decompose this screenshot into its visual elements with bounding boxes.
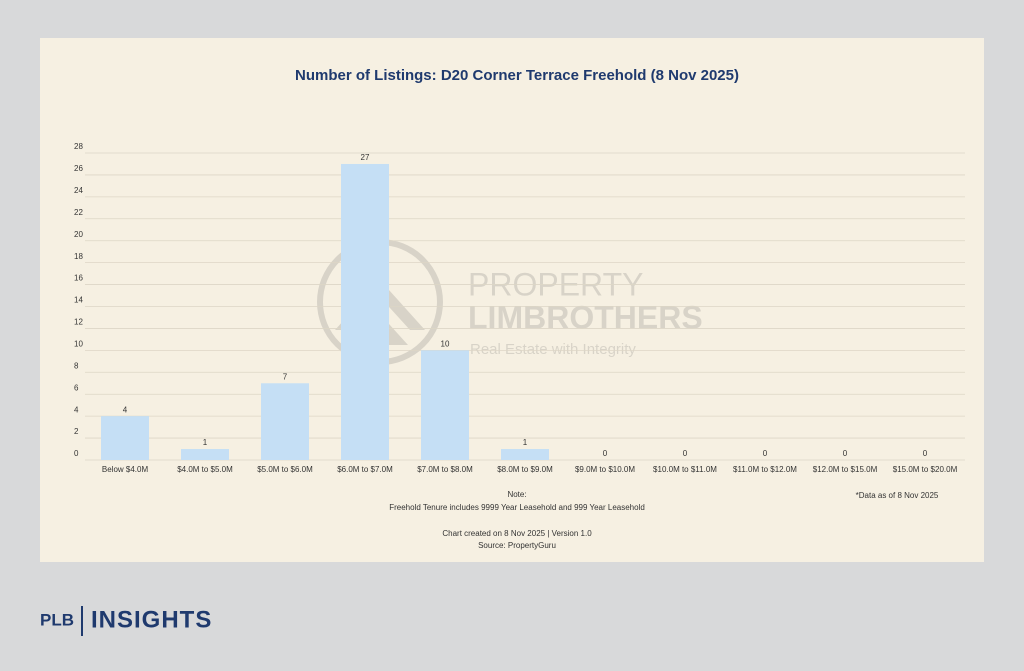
x-tick-label: $15.0M to $20.0M: [893, 465, 958, 474]
bar: [261, 383, 309, 460]
chart-title: Number of Listings: D20 Corner Terrace F…: [295, 67, 739, 84]
data-label: 27: [361, 153, 370, 162]
note-title: Note:: [507, 490, 526, 499]
data-label: 7: [283, 372, 288, 381]
x-tick-label: $7.0M to $8.0M: [417, 465, 473, 474]
bar: [501, 449, 549, 460]
y-tick-label: 22: [74, 208, 83, 217]
x-tick-label: $10.0M to $11.0M: [653, 465, 717, 474]
x-tick-label: Below $4.0M: [102, 465, 149, 474]
y-tick-label: 2: [74, 427, 79, 436]
data-label: 10: [441, 339, 450, 348]
data-label: 0: [683, 449, 688, 458]
y-tick-label: 8: [74, 361, 79, 370]
y-tick-label: 4: [74, 405, 79, 414]
footnote: *Data as of 8 Nov 2025: [856, 491, 939, 500]
data-label: 0: [763, 449, 768, 458]
data-label: 1: [203, 438, 208, 447]
y-tick-label: 6: [74, 383, 79, 392]
data-label: 0: [843, 449, 848, 458]
note: Freehold Tenure includes 9999 Year Lease…: [389, 503, 645, 512]
watermark-text: LIMBROTHERS: [468, 299, 703, 335]
x-tick-label: $9.0M to $10.0M: [575, 465, 635, 474]
y-tick-label: 14: [74, 296, 83, 305]
x-tick-label: $4.0M to $5.0M: [177, 465, 233, 474]
data-label: 4: [123, 405, 128, 414]
y-tick-label: 28: [74, 142, 83, 151]
brand-right: INSIGHTS: [91, 606, 212, 633]
x-tick-label: $5.0M to $6.0M: [257, 465, 313, 474]
x-tick-label: $12.0M to $15.0M: [813, 465, 878, 474]
bar: [101, 416, 149, 460]
source: Source: PropertyGuru: [478, 541, 556, 550]
y-tick-label: 12: [74, 318, 83, 327]
y-tick-label: 24: [74, 186, 83, 195]
brand-left: PLB: [40, 610, 74, 629]
y-tick-label: 20: [74, 230, 83, 239]
bar: [341, 163, 389, 460]
x-tick-label: $8.0M to $9.0M: [497, 465, 553, 474]
y-tick-label: 18: [74, 252, 83, 261]
data-label: 0: [923, 449, 928, 458]
y-tick-label: 26: [74, 164, 83, 173]
card: [40, 38, 984, 562]
x-tick-label: $11.0M to $12.0M: [733, 465, 797, 474]
y-tick-label: 0: [74, 449, 79, 458]
bar: [421, 350, 469, 460]
data-label: 1: [523, 438, 528, 447]
y-tick-label: 10: [74, 339, 83, 348]
bar: [181, 449, 229, 460]
y-tick-label: 16: [74, 274, 83, 283]
data-label: 0: [603, 449, 608, 458]
credit: Chart created on 8 Nov 2025 | Version 1.…: [442, 529, 592, 538]
watermark-tagline: Real Estate with Integrity: [470, 341, 636, 358]
x-tick-label: $6.0M to $7.0M: [337, 465, 393, 474]
